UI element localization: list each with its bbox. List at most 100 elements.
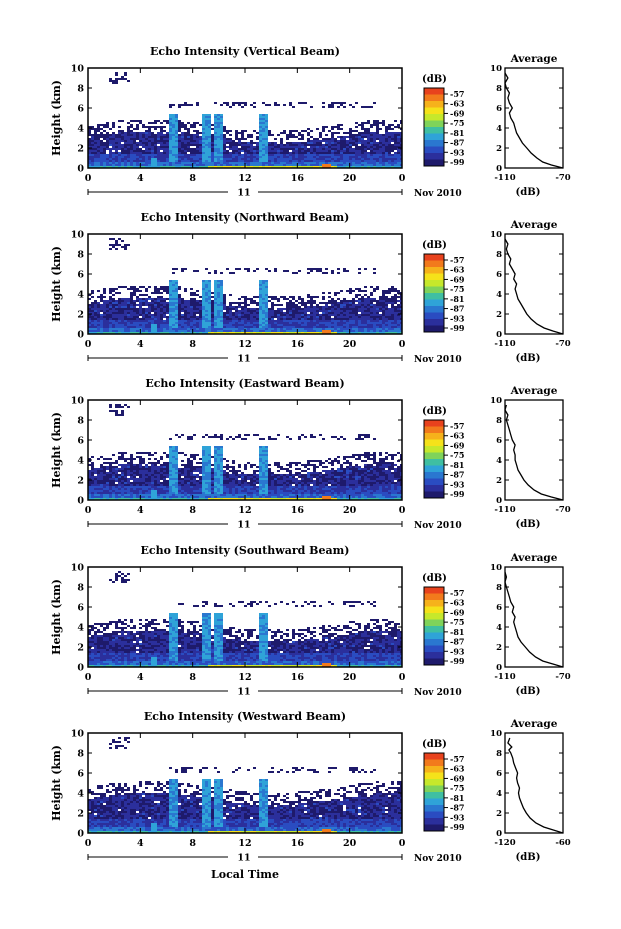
colorbar-unit: (dB)	[422, 573, 447, 584]
day-label: 11	[237, 853, 250, 864]
colorbar-tick-label: -93	[450, 646, 465, 656]
avg-y-tick-label: 0	[496, 330, 502, 340]
x-tick-label: 20	[343, 672, 357, 683]
colorbar-swatch	[424, 280, 444, 287]
colorbar-swatch	[424, 792, 444, 799]
colorbar-frame	[423, 253, 445, 333]
x-tick-label: 4	[137, 505, 144, 516]
colorbar-swatch	[424, 260, 444, 268]
colorbar-swatch	[424, 785, 444, 793]
colorbar-frame	[423, 752, 445, 832]
colorbar-tick-label: -87	[450, 138, 464, 148]
x-tick-label: 0	[399, 505, 406, 516]
date-label: Nov 2010	[414, 854, 462, 864]
colorbar-swatch	[424, 805, 444, 812]
avg-frame	[504, 233, 564, 335]
colorbar-swatch	[424, 639, 444, 646]
colorbar-tick-label: -87	[450, 470, 464, 480]
avg-y-tick-label: 4	[496, 623, 502, 633]
x-tick-label: 16	[291, 838, 305, 849]
colorbar-frame	[423, 586, 445, 666]
colorbar-swatch	[424, 619, 444, 627]
colorbar-tick-label: -93	[450, 479, 465, 489]
avg-title: Average	[510, 385, 558, 397]
colorbar-swatch	[424, 312, 444, 320]
avg-x-tick-label: -60	[555, 838, 570, 848]
colorbar-tick-label: -69	[450, 108, 465, 118]
y-axis-label: Height (km)	[50, 412, 63, 488]
colorbar-swatch	[424, 465, 444, 473]
colorbar-tick-label: -75	[450, 450, 464, 460]
colorbar-swatch	[424, 600, 444, 607]
y-tick-label: 2	[77, 809, 84, 820]
y-tick-label: 0	[77, 829, 84, 840]
colorbar-unit: (dB)	[422, 406, 447, 417]
chart-title: Echo Intensity (Vertical Beam)	[150, 45, 340, 58]
y-tick-label: 8	[77, 583, 84, 594]
colorbar-tick-label: -75	[450, 118, 464, 128]
x-tick-label: 12	[238, 838, 251, 849]
avg-y-tick-label: 0	[496, 496, 502, 506]
x-tick-label: 16	[291, 173, 305, 184]
colorbar-swatch	[424, 491, 444, 499]
colorbar-swatch	[424, 485, 444, 492]
chart-title: Echo Intensity (Southward Beam)	[141, 544, 350, 557]
avg-x-tick-label: -70	[555, 173, 570, 183]
avg-y-tick-label: 6	[496, 603, 502, 613]
y-tick-label: 8	[77, 84, 84, 95]
colorbar-swatch	[424, 94, 444, 102]
avg-y-tick-label: 4	[496, 789, 502, 799]
colorbar-swatch	[424, 779, 444, 786]
y-tick-label: 4	[77, 456, 84, 467]
avg-y-tick-label: 0	[496, 829, 502, 839]
colorbar-swatch	[424, 472, 444, 479]
avg-y-tick-label: 10	[490, 729, 502, 739]
colorbar-swatch	[424, 446, 444, 453]
colorbar-tick-label: -63	[450, 598, 465, 608]
x-tick-label: 20	[343, 173, 357, 184]
colorbar-tick-label: -99	[450, 157, 465, 167]
colorbar-swatch	[424, 772, 444, 780]
avg-frame	[504, 399, 564, 501]
colorbar-tick-label: -57	[450, 588, 464, 598]
colorbar-tick-label: -87	[450, 637, 464, 647]
colorbar-swatch	[424, 587, 444, 594]
x-tick-label: 0	[85, 173, 92, 184]
colorbar-tick-label: -69	[450, 773, 465, 783]
date-label: Nov 2010	[414, 355, 462, 365]
heatmap-field	[88, 737, 402, 833]
colorbar-swatch	[424, 613, 444, 620]
x-tick-label: 16	[291, 339, 305, 350]
avg-y-tick-label: 10	[490, 396, 502, 406]
y-tick-label: 2	[77, 310, 84, 321]
colorbar-frame	[423, 87, 445, 167]
x-tick-label: 4	[137, 339, 144, 350]
colorbar-swatch	[424, 293, 444, 300]
colorbar-tick-label: -75	[450, 783, 464, 793]
y-tick-label: 0	[77, 330, 84, 341]
avg-y-tick-label: 6	[496, 769, 502, 779]
y-tick-label: 4	[77, 124, 84, 135]
y-tick-label: 8	[77, 416, 84, 427]
colorbar-swatch	[424, 101, 444, 108]
chart-title: Echo Intensity (Westward Beam)	[144, 710, 346, 723]
colorbar-tick-label: -57	[450, 421, 464, 431]
avg-x-label: (dB)	[516, 187, 541, 198]
colorbar-swatch	[424, 798, 444, 806]
colorbar-swatch	[424, 652, 444, 659]
avg-title: Average	[510, 53, 558, 65]
colorbar-swatch	[424, 759, 444, 767]
colorbar-swatch	[424, 306, 444, 313]
avg-y-tick-label: 6	[496, 270, 502, 280]
chart-title: Echo Intensity (Eastward Beam)	[145, 377, 344, 390]
x-tick-label: 0	[399, 339, 406, 350]
y-axis-label: Height (km)	[50, 745, 63, 821]
avg-profile-line	[504, 571, 564, 668]
y-tick-label: 10	[71, 563, 85, 574]
colorbar-tick-label: -57	[450, 754, 464, 764]
colorbar-tick-label: -99	[450, 323, 465, 333]
y-tick-label: 2	[77, 476, 84, 487]
colorbar-swatch	[424, 818, 444, 825]
avg-y-tick-label: 2	[496, 643, 502, 653]
colorbar-swatch	[424, 140, 444, 147]
